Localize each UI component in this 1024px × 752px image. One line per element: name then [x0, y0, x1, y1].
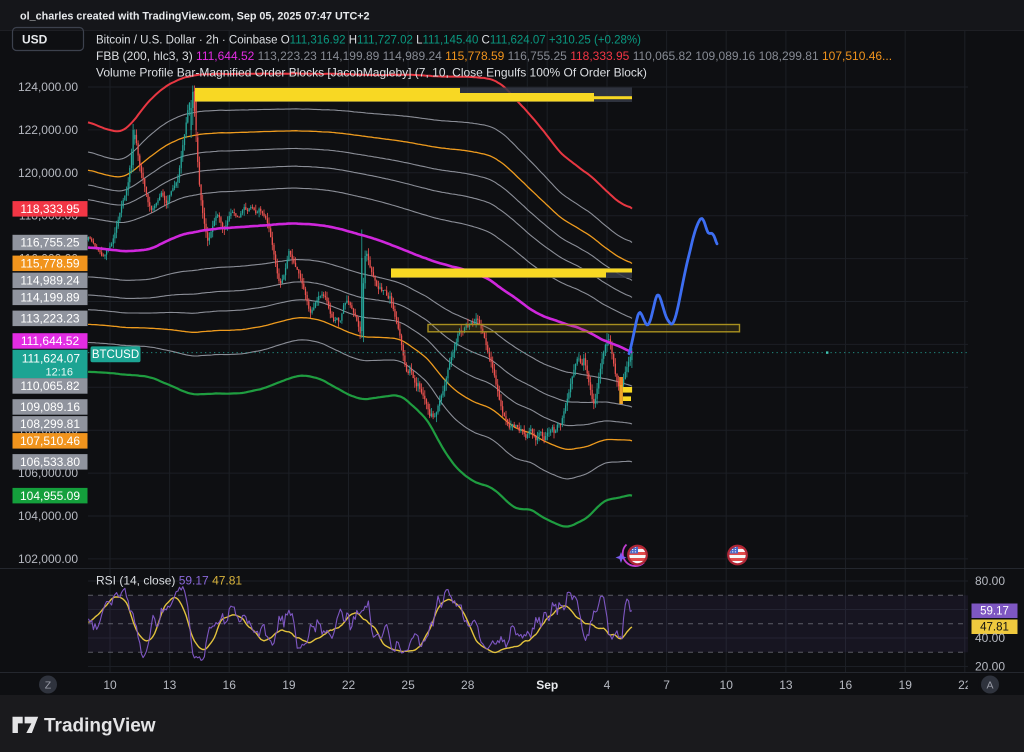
svg-text:40.00: 40.00 — [975, 631, 1005, 645]
svg-text:ol_charles created with Tradin: ol_charles created with TradingView.com,… — [20, 11, 370, 23]
svg-text:13: 13 — [779, 678, 793, 692]
svg-text:Sep: Sep — [536, 678, 558, 692]
svg-text:Volume Profile Bar-Magnified O: Volume Profile Bar-Magnified Order Block… — [96, 66, 647, 80]
svg-text:USD: USD — [22, 33, 48, 47]
svg-text:111,624.07: 111,624.07 — [22, 351, 81, 365]
svg-text:107,510.46: 107,510.46 — [20, 434, 80, 448]
svg-text:108,299.81: 108,299.81 — [20, 417, 80, 431]
svg-text:28: 28 — [461, 678, 475, 692]
svg-text:FBB (200, hlc3, 3) 111,644.52: FBB (200, hlc3, 3) 111,644.52 113,223.23… — [96, 49, 892, 63]
svg-text:115,778.59: 115,778.59 — [20, 257, 79, 271]
svg-text:124,000.00: 124,000.00 — [18, 80, 78, 94]
svg-text:10: 10 — [103, 678, 117, 692]
svg-text:BTCUSD: BTCUSD — [92, 349, 139, 361]
svg-text:RSI (14, close) 59.17 47.81: RSI (14, close) 59.17 47.81 — [96, 574, 242, 588]
svg-text:114,989.24: 114,989.24 — [20, 274, 79, 288]
svg-text:22: 22 — [342, 678, 356, 692]
svg-text:12:16: 12:16 — [45, 366, 73, 378]
svg-text:TradingView: TradingView — [44, 716, 156, 737]
svg-text:Z: Z — [45, 680, 52, 692]
svg-text:47.81: 47.81 — [980, 622, 1009, 634]
svg-text:7: 7 — [663, 678, 670, 692]
svg-text:16: 16 — [223, 678, 237, 692]
svg-text:109,089.16: 109,089.16 — [20, 400, 80, 414]
svg-text:25: 25 — [401, 678, 415, 692]
svg-text:59.17: 59.17 — [980, 606, 1009, 618]
svg-text:122,000.00: 122,000.00 — [18, 123, 78, 137]
svg-text:111,644.52: 111,644.52 — [21, 334, 80, 348]
svg-text:A: A — [986, 680, 993, 692]
svg-text:110,065.82: 110,065.82 — [20, 379, 79, 393]
svg-text:104,000.00: 104,000.00 — [18, 509, 78, 523]
svg-text:80.00: 80.00 — [975, 574, 1005, 588]
svg-text:106,533.80: 106,533.80 — [20, 455, 80, 469]
svg-text:19: 19 — [282, 678, 296, 692]
svg-text:16: 16 — [839, 678, 853, 692]
svg-text:4: 4 — [604, 678, 611, 692]
svg-text:104,955.09: 104,955.09 — [20, 489, 80, 503]
svg-text:116,755.25: 116,755.25 — [20, 236, 79, 250]
svg-text:114,199.89: 114,199.89 — [20, 291, 79, 305]
svg-text:120,000.00: 120,000.00 — [18, 166, 78, 180]
svg-text:118,333.95: 118,333.95 — [20, 202, 79, 216]
svg-text:13: 13 — [163, 678, 177, 692]
svg-text:Bitcoin / U.S. Dollar · 2h · C: Bitcoin / U.S. Dollar · 2h · Coinbase O1… — [96, 35, 641, 47]
svg-text:10: 10 — [720, 678, 734, 692]
svg-text:113,223.23: 113,223.23 — [20, 312, 79, 326]
svg-text:20.00: 20.00 — [975, 660, 1005, 674]
svg-text:19: 19 — [899, 678, 913, 692]
svg-text:102,000.00: 102,000.00 — [18, 552, 78, 566]
